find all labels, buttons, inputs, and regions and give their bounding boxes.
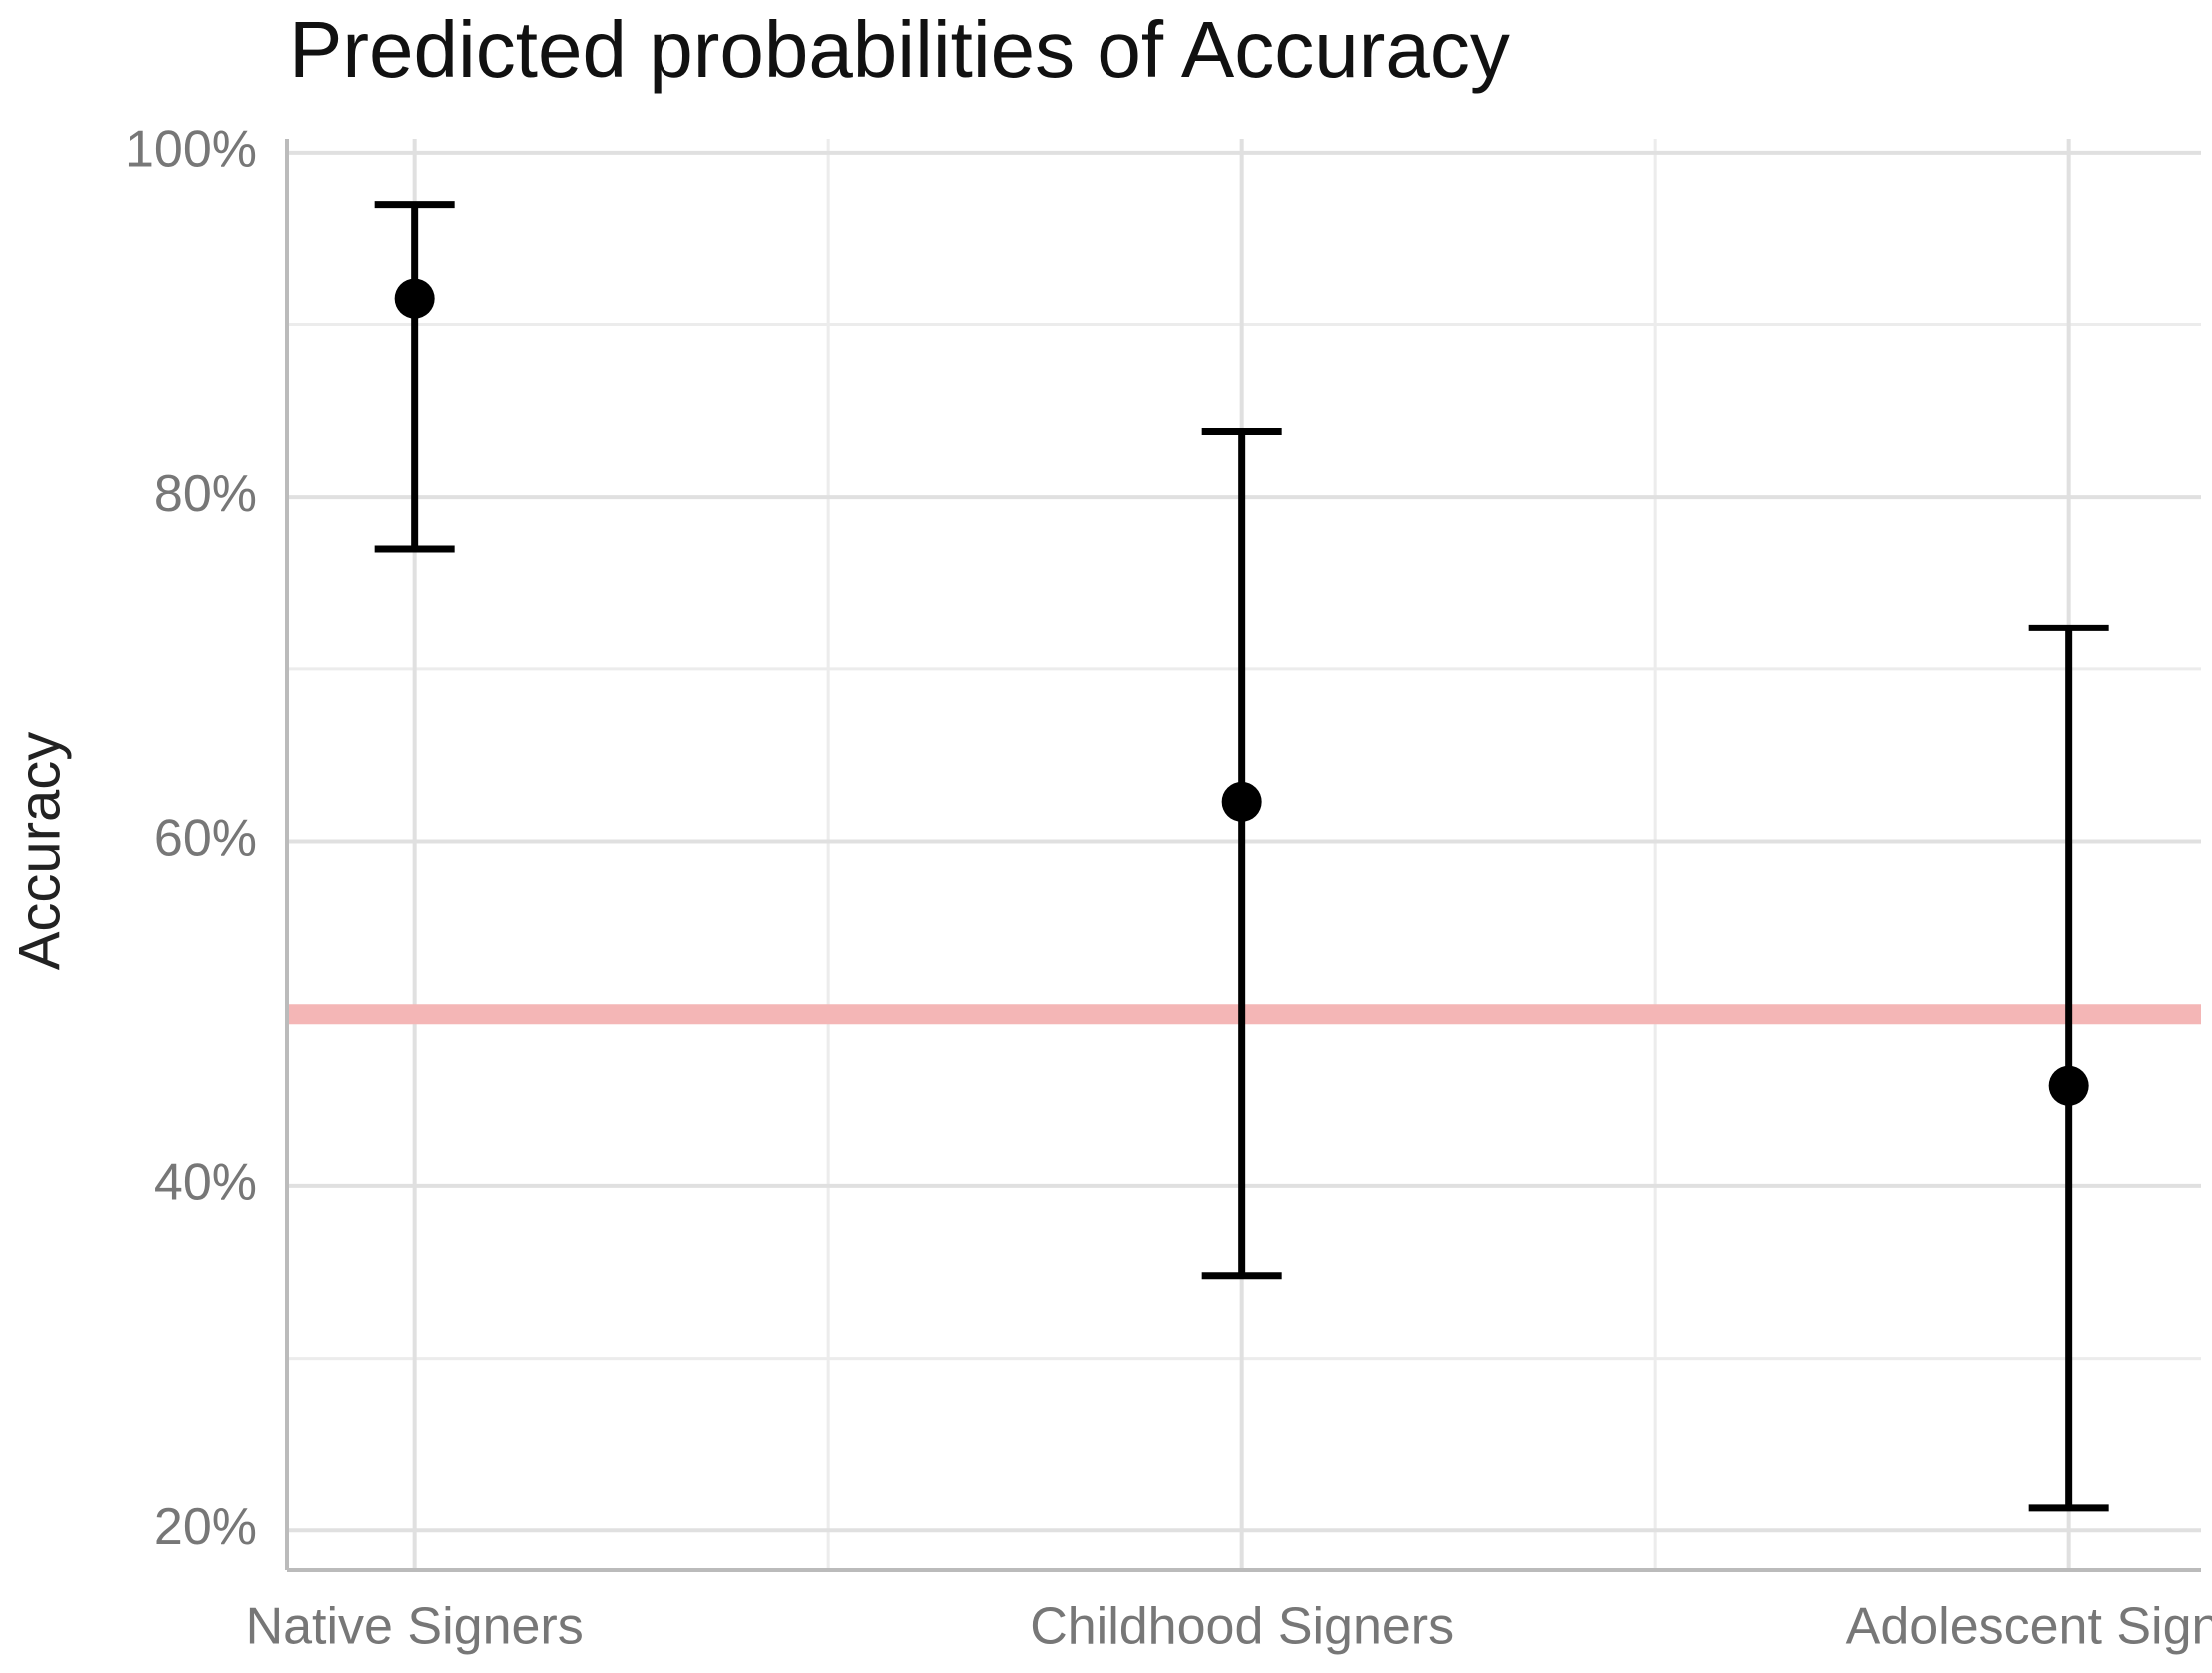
- x-tick-label: Adolescent Signers: [1846, 1598, 2212, 1656]
- point: [2048, 1065, 2089, 1106]
- y-tick-label: 40%: [154, 1154, 257, 1212]
- x-tick-label: Native Signers: [246, 1598, 584, 1656]
- y-tick-label: 80%: [154, 465, 257, 523]
- y-tick-label: 100%: [125, 121, 257, 179]
- y-tick-label: 20%: [154, 1498, 257, 1556]
- y-axis-label: Accuracy: [7, 732, 72, 971]
- chart-title: Predicted probabilities of Accuracy: [289, 5, 1510, 94]
- y-tick-label: 60%: [154, 809, 257, 867]
- point: [394, 278, 435, 319]
- x-tick-label: Childhood Signers: [1030, 1598, 1454, 1656]
- point: [1221, 781, 1262, 822]
